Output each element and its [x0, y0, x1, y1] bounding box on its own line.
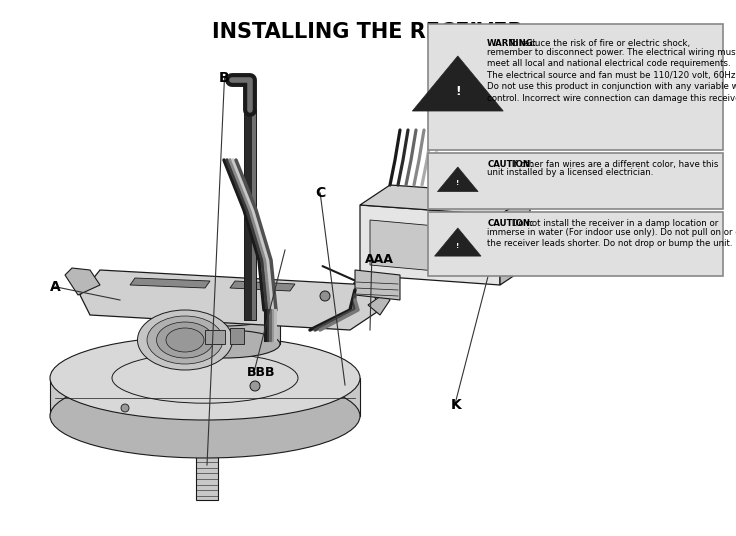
- Text: unit installed by a licensed electrician.: unit installed by a licensed electrician…: [487, 168, 654, 177]
- Ellipse shape: [170, 298, 280, 326]
- Text: BBB: BBB: [247, 366, 275, 379]
- Ellipse shape: [50, 336, 360, 420]
- Polygon shape: [170, 312, 280, 344]
- Polygon shape: [130, 278, 210, 288]
- Text: immerse in water (For indoor use only). Do not pull on or cut
the receiver leads: immerse in water (For indoor use only). …: [487, 228, 736, 249]
- Text: If other fan wires are a different color, have this: If other fan wires are a different color…: [509, 160, 718, 168]
- Polygon shape: [368, 293, 390, 315]
- Circle shape: [121, 404, 129, 412]
- Text: A: A: [50, 280, 60, 294]
- Bar: [428, 153, 723, 209]
- Polygon shape: [443, 172, 473, 190]
- Text: To reduce the risk of fire or electric shock,: To reduce the risk of fire or electric s…: [509, 39, 690, 48]
- Polygon shape: [441, 234, 475, 254]
- Polygon shape: [50, 378, 360, 416]
- Polygon shape: [360, 185, 530, 215]
- Text: !: !: [456, 243, 459, 249]
- Text: CAUTION:: CAUTION:: [487, 160, 534, 168]
- Bar: [230, 328, 244, 344]
- Bar: [188, 420, 226, 434]
- Polygon shape: [80, 270, 380, 330]
- Text: !: !: [456, 180, 459, 186]
- Polygon shape: [425, 67, 490, 107]
- Ellipse shape: [138, 310, 233, 370]
- Ellipse shape: [170, 330, 280, 358]
- Text: C: C: [315, 186, 325, 200]
- Polygon shape: [434, 228, 481, 256]
- Polygon shape: [500, 195, 530, 285]
- Text: INSTALLING THE RECEIVER: INSTALLING THE RECEIVER: [212, 22, 524, 42]
- Circle shape: [250, 381, 260, 391]
- Bar: [196, 430, 218, 500]
- Text: remember to disconnect power. The electrical wiring must
meet all local and nati: remember to disconnect power. The electr…: [487, 48, 736, 102]
- Text: B: B: [219, 71, 230, 85]
- Polygon shape: [230, 281, 295, 291]
- Text: Do not install the receiver in a damp location or: Do not install the receiver in a damp lo…: [509, 219, 718, 228]
- Polygon shape: [370, 220, 480, 275]
- Polygon shape: [360, 205, 500, 285]
- Text: AAA: AAA: [364, 254, 394, 266]
- Bar: [205, 330, 225, 344]
- Polygon shape: [412, 56, 503, 111]
- Bar: [244, 110, 256, 320]
- Bar: [428, 24, 723, 150]
- Text: WARNING:: WARNING:: [487, 39, 537, 48]
- Polygon shape: [65, 268, 100, 295]
- Text: CAUTION:: CAUTION:: [487, 219, 534, 228]
- Ellipse shape: [166, 328, 204, 352]
- Circle shape: [320, 291, 330, 301]
- Bar: [428, 212, 723, 276]
- Polygon shape: [437, 167, 478, 191]
- Ellipse shape: [50, 374, 360, 458]
- Text: !: !: [455, 85, 461, 99]
- Text: K: K: [451, 398, 461, 412]
- Ellipse shape: [157, 322, 213, 358]
- Polygon shape: [355, 270, 400, 300]
- Ellipse shape: [147, 316, 223, 364]
- Bar: [252, 110, 256, 320]
